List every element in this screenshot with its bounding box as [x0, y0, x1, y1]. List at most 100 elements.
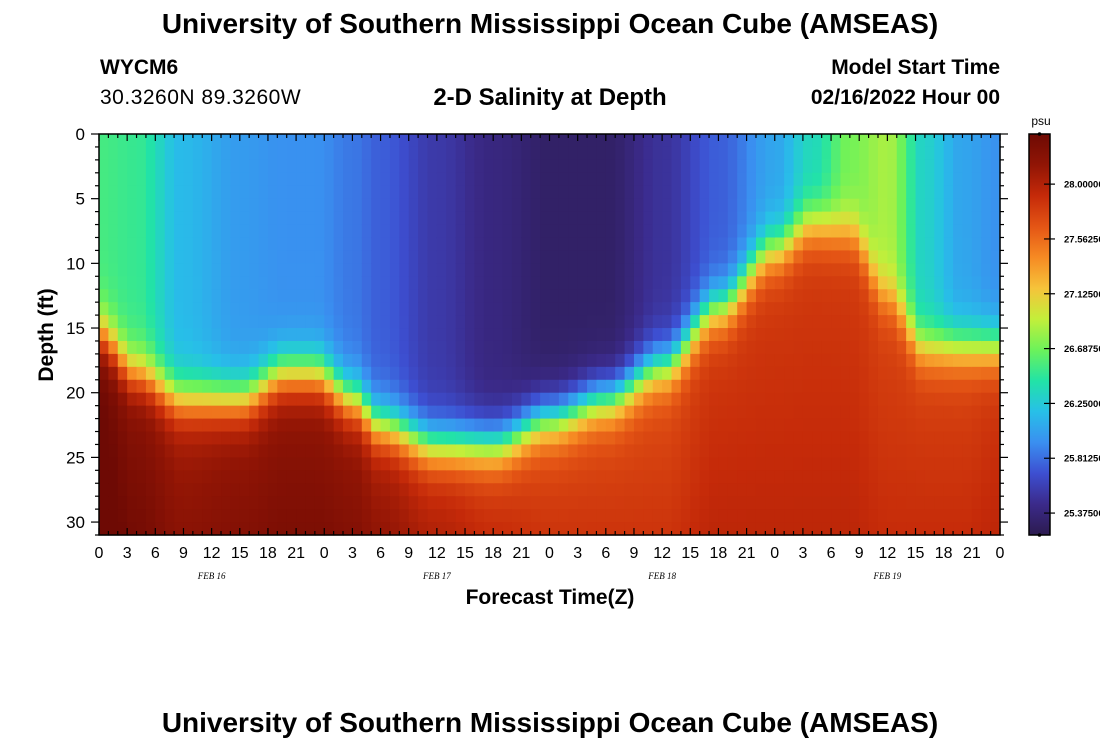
heatmap-cell: [314, 211, 325, 226]
heatmap-cell: [305, 224, 316, 239]
heatmap-cell: [671, 405, 682, 420]
x-tick-label: 6: [601, 545, 610, 562]
heatmap-cell: [211, 302, 222, 316]
heatmap-cell: [765, 431, 776, 446]
heatmap-cell: [164, 509, 175, 523]
heatmap-cell: [887, 237, 898, 252]
heatmap-cell: [427, 379, 438, 394]
heatmap-cell: [596, 405, 607, 420]
heatmap-cell: [652, 392, 663, 407]
heatmap-cell: [258, 146, 269, 161]
heatmap-cell: [971, 237, 982, 252]
heatmap-cell: [840, 185, 851, 200]
heatmap-cell: [183, 392, 194, 407]
heatmap-cell: [314, 379, 325, 394]
heatmap-cell: [164, 470, 175, 484]
heatmap-cell: [615, 444, 626, 458]
heatmap-cell: [671, 328, 682, 342]
heatmap-cell: [108, 289, 119, 303]
heatmap-cell: [596, 353, 607, 368]
heatmap-cell: [737, 159, 748, 174]
heatmap-cell: [680, 457, 691, 471]
heatmap-cell: [831, 134, 842, 148]
heatmap-cell: [934, 224, 945, 239]
x-tick-label: 6: [827, 545, 836, 562]
heatmap-cell: [699, 509, 710, 523]
heatmap-cell: [408, 483, 419, 497]
heatmap-cell: [192, 159, 203, 174]
heatmap-cell: [408, 522, 419, 536]
heatmap-cell: [127, 353, 138, 368]
heatmap-cell: [155, 198, 166, 213]
heatmap-cell: [718, 172, 729, 187]
heatmap-cell: [230, 198, 241, 213]
heatmap-cell: [436, 185, 447, 200]
heatmap-cell: [727, 315, 738, 329]
heatmap-cell: [727, 418, 738, 433]
heatmap-cell: [765, 237, 776, 252]
heatmap-cell: [230, 328, 241, 342]
heatmap-cell: [953, 211, 964, 226]
heatmap-cell: [633, 134, 644, 148]
heatmap-cell: [483, 496, 494, 510]
heatmap-cell: [709, 392, 720, 407]
heatmap-cell: [793, 457, 804, 471]
heatmap-cell: [249, 263, 260, 277]
heatmap-cell: [136, 470, 147, 484]
heatmap-cell: [821, 353, 832, 368]
heatmap-cell: [971, 328, 982, 342]
heatmap-cell: [361, 172, 372, 187]
heatmap-cell: [755, 263, 766, 277]
heatmap-cell: [343, 340, 354, 355]
heatmap-cell: [859, 457, 870, 471]
heatmap-cell: [943, 159, 954, 174]
heatmap-cell: [455, 276, 466, 290]
heatmap-cell: [652, 328, 663, 342]
heatmap-cell: [465, 418, 476, 433]
heatmap-cell: [380, 353, 391, 368]
heatmap-cell: [558, 353, 569, 368]
heatmap-cell: [502, 276, 513, 290]
heatmap-cell: [361, 315, 372, 329]
heatmap-cell: [840, 418, 851, 433]
heatmap-cell: [108, 418, 119, 433]
heatmap-cell: [446, 185, 457, 200]
heatmap-cell: [568, 211, 579, 226]
heatmap-cell: [924, 509, 935, 523]
heatmap-cell: [258, 172, 269, 187]
heatmap-cell: [605, 250, 616, 264]
heatmap-cell: [943, 509, 954, 523]
heatmap-cell: [906, 146, 917, 161]
heatmap-cell: [296, 250, 307, 264]
heatmap-cell: [286, 444, 297, 458]
heatmap-cell: [887, 522, 898, 536]
heatmap-cell: [849, 159, 860, 174]
heatmap-cell: [446, 198, 457, 213]
heatmap-cell: [108, 496, 119, 510]
heatmap-cell: [380, 496, 391, 510]
heatmap-cell: [174, 328, 185, 342]
heatmap-cell: [221, 328, 231, 342]
heatmap-cell: [587, 211, 598, 226]
heatmap-cell: [615, 457, 626, 471]
heatmap-cell: [802, 185, 813, 200]
heatmap-cell: [558, 431, 569, 446]
heatmap-cell: [596, 457, 607, 471]
heatmap-cell: [136, 444, 147, 458]
heatmap-cell: [587, 146, 598, 161]
heatmap-cell: [183, 522, 194, 536]
heatmap-cell: [662, 444, 673, 458]
heatmap-cell: [502, 250, 513, 264]
heatmap-cell: [343, 134, 354, 148]
heatmap-cell: [718, 328, 729, 342]
heatmap-cell: [230, 418, 241, 433]
heatmap-cell: [333, 353, 344, 368]
heatmap-cell: [418, 224, 429, 239]
heatmap-cell: [136, 366, 147, 381]
heatmap-cell: [474, 198, 485, 213]
heatmap-cell: [849, 418, 860, 433]
heatmap-cell: [483, 483, 494, 497]
heatmap-cell: [277, 522, 288, 536]
heatmap-cell: [568, 276, 579, 290]
heatmap-cell: [652, 302, 663, 316]
